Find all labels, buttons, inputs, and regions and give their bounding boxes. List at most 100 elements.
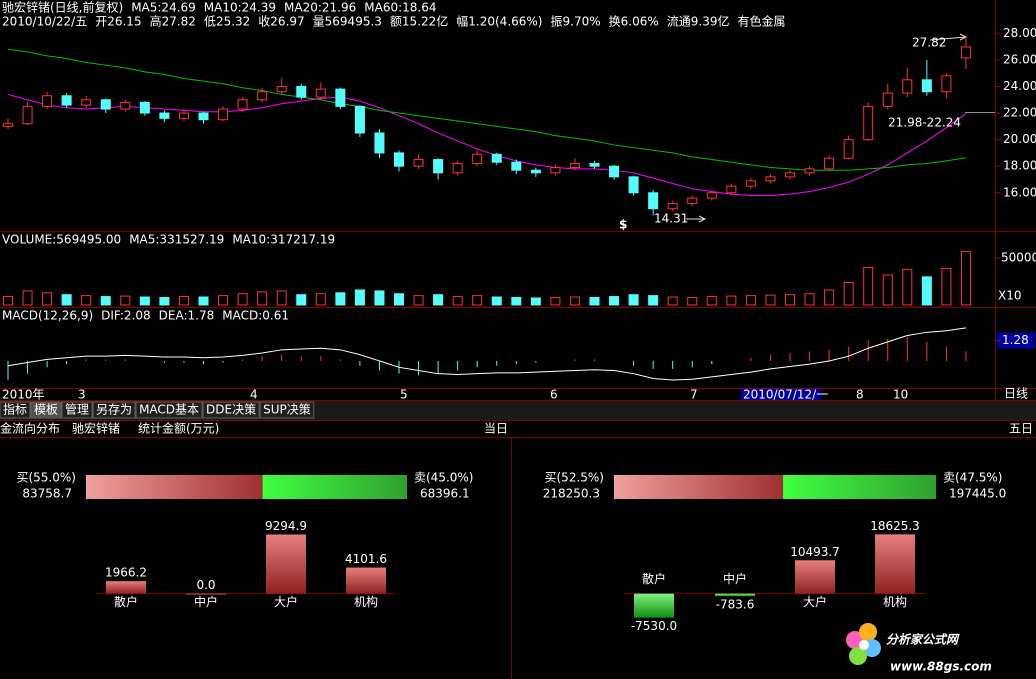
tab[interactable]: DDE决策 — [202, 401, 260, 419]
flow-bar — [634, 593, 674, 618]
tab-bg — [202, 401, 260, 419]
candle-body — [824, 157, 835, 170]
volume-bar — [81, 295, 92, 306]
candle-body — [413, 159, 424, 167]
sell-bar — [783, 475, 936, 499]
candle-body — [374, 132, 385, 154]
candle-body — [628, 176, 639, 194]
tab-label: SUP决策 — [263, 403, 311, 417]
flow-category: 机构 — [354, 594, 378, 609]
watermark-name: 分析家公式网 — [886, 633, 960, 647]
volume-bar — [3, 296, 13, 306]
volume-bar — [61, 294, 72, 306]
date-label: 2010年 — [2, 388, 45, 402]
candle-body — [472, 153, 483, 165]
header-item: 流通9.39亿 — [667, 14, 730, 29]
date-label: 7 — [690, 388, 698, 402]
candle-body — [843, 139, 854, 159]
volume-bar — [257, 291, 268, 306]
sell-label: 卖(47.5%) — [943, 471, 1003, 485]
y-tick-label: 50000 — [1001, 251, 1036, 265]
tick-box — [997, 332, 1035, 349]
candle-body — [687, 197, 698, 204]
candle-body — [394, 152, 404, 167]
candle-body — [296, 85, 307, 98]
buy-amount: 83758.7 — [22, 487, 72, 501]
flow-bar — [795, 560, 835, 594]
tab[interactable]: 模板 — [30, 401, 62, 419]
candle-body — [315, 88, 326, 98]
ma-line — [7, 93, 967, 196]
header-item: 有色金属 — [737, 14, 785, 29]
tab-bg — [0, 401, 31, 419]
tab[interactable]: 管理 — [61, 401, 93, 419]
candle-body — [81, 99, 92, 106]
flow-value: 4101.6 — [345, 552, 387, 566]
date-label: 5 — [400, 388, 408, 402]
flow-category: 大户 — [803, 594, 827, 609]
tab[interactable]: 指标 — [0, 401, 31, 419]
candle-body — [354, 105, 365, 134]
header-item: DIF:2.08 — [101, 309, 151, 323]
cursor-date-box — [741, 389, 821, 400]
y-tick-label: 28.00 — [1003, 26, 1036, 40]
date-label: 3 — [78, 388, 86, 402]
date-label: 2010/07/12/一 — [743, 388, 828, 402]
tab[interactable]: 另存为 — [92, 401, 136, 419]
header-item: MA60:18.64 — [364, 1, 436, 15]
candle-body — [902, 79, 913, 94]
candle-body — [726, 185, 737, 194]
volume-bar — [472, 295, 483, 306]
watermark-logo — [846, 623, 881, 665]
volume-bar — [491, 296, 502, 306]
volume-bar — [824, 289, 835, 306]
candle-body — [550, 167, 561, 174]
volume-bar — [628, 294, 639, 306]
candle-body — [433, 159, 444, 174]
volume-bar — [511, 296, 522, 306]
flow-bar — [875, 534, 915, 594]
unit-label: X10 — [998, 289, 1022, 303]
header-item: 开26.15 — [95, 15, 141, 29]
header-item: MACD:0.61 — [222, 309, 289, 323]
date-label: 6 — [550, 388, 558, 402]
candle-body — [706, 192, 717, 199]
volume-bar — [178, 296, 189, 306]
header-item: 低25.32 — [204, 15, 250, 29]
flow-bar — [266, 534, 306, 594]
y-tick-label: 22.00 — [1003, 106, 1036, 120]
tab[interactable]: SUP决策 — [259, 401, 315, 419]
volume-bar — [315, 293, 326, 306]
flow-value: 0.0 — [196, 578, 215, 592]
candle-body — [237, 99, 248, 110]
flow-value: 18625.3 — [870, 519, 920, 533]
y-tick-label: 16.00 — [1003, 185, 1036, 199]
candle-body — [178, 112, 189, 119]
unit-label: 统计金额(万元) — [138, 421, 219, 436]
candle-body — [921, 79, 932, 93]
tab-bg — [30, 401, 62, 419]
volume-bar — [609, 296, 620, 306]
tab-bg — [259, 401, 315, 419]
candle-body — [61, 95, 72, 106]
annotation: $ — [619, 218, 627, 232]
candle-body — [941, 75, 952, 93]
tab[interactable]: MACD基本 — [135, 401, 203, 419]
volume-bar — [120, 295, 131, 306]
candle-body — [218, 108, 229, 121]
flow-value: -783.6 — [716, 598, 755, 612]
header-item: 振9.70% — [551, 15, 601, 29]
volume-bar — [100, 296, 111, 306]
candle-body — [960, 46, 971, 59]
flow-value: 1966.2 — [105, 566, 147, 580]
header-item: DEA:1.78 — [159, 309, 215, 323]
candle-body — [491, 153, 502, 163]
header-item: MACD(12,26,9) — [2, 309, 93, 323]
volume-bar — [276, 290, 287, 306]
candle-body — [569, 163, 580, 169]
volume-bar — [902, 268, 913, 306]
y-tick-label: 1.28 — [1002, 333, 1029, 347]
volume-bar — [589, 296, 600, 306]
tab-bg — [61, 401, 93, 419]
candle-body — [22, 105, 33, 125]
